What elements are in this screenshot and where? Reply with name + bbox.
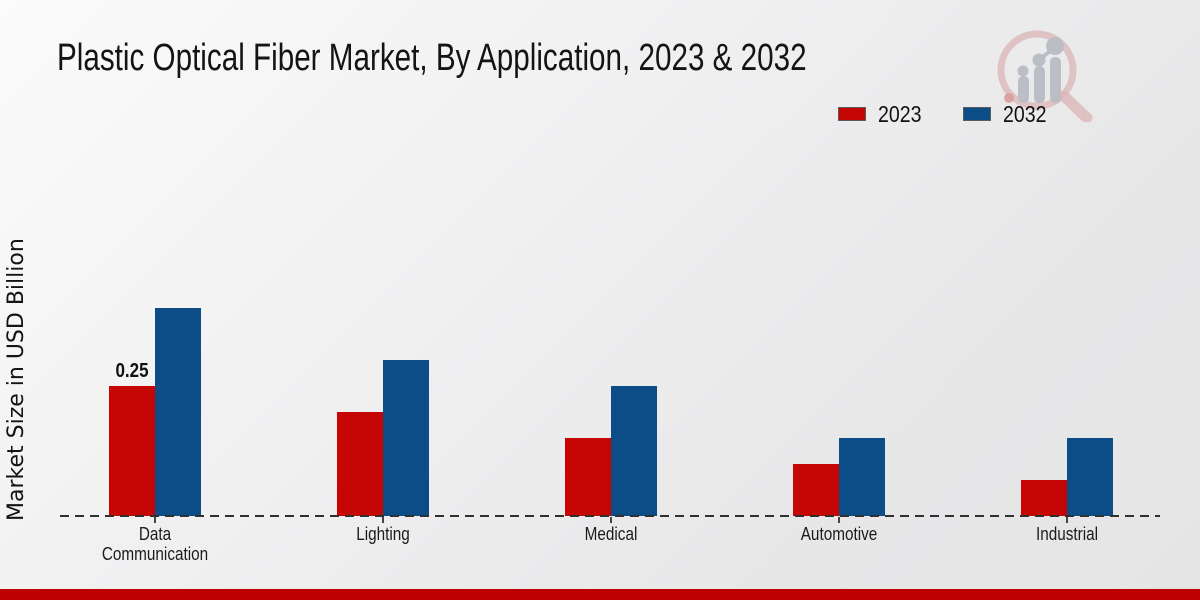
x-axis-label-industrial: Industrial — [1035, 524, 1099, 544]
magnifier-chart-logo-icon — [997, 30, 1093, 124]
watermark-logo — [985, 24, 1097, 124]
legend-label-2032: 2032 — [1003, 100, 1047, 127]
footer-red-band — [0, 589, 1200, 600]
legend-swatch-2023 — [838, 107, 866, 121]
x-axis-label-data-communication: Data Communication — [101, 524, 209, 564]
bar-2023-lighting — [337, 412, 383, 516]
legend-swatch-2032 — [963, 107, 992, 121]
x-tick-data-communication — [154, 517, 156, 523]
legend-item-2023: 2023 — [838, 100, 929, 127]
x-tick-automotive — [838, 517, 840, 523]
bar-2032-automotive — [839, 438, 885, 516]
x-axis-label-lighting: Lighting — [356, 524, 410, 544]
x-axis-label-medical: Medical — [584, 524, 638, 544]
bar-2023-medical — [565, 438, 611, 516]
bar-2032-medical — [611, 386, 657, 516]
x-tick-industrial — [1066, 517, 1068, 523]
x-tick-lighting — [382, 517, 384, 523]
bar-2023-industrial — [1021, 480, 1067, 516]
bar-value-label-2023-data-communication: 0.25 — [115, 360, 149, 382]
bar-2032-industrial — [1067, 438, 1113, 516]
legend: 2023 2032 — [838, 100, 1054, 128]
legend-label-2023: 2023 — [878, 100, 922, 127]
legend-item-2032: 2032 — [963, 100, 1054, 127]
bar-2032-data-communication — [155, 308, 201, 516]
bar-2032-lighting — [383, 360, 429, 516]
bar-2023-automotive — [793, 464, 839, 516]
chart-title: Plastic Optical Fiber Market, By Applica… — [57, 37, 807, 79]
x-tick-medical — [610, 517, 612, 523]
x-axis-label-automotive: Automotive — [800, 524, 878, 544]
x-axis-baseline — [60, 515, 1160, 517]
bar-2023-data-communication — [109, 386, 155, 516]
